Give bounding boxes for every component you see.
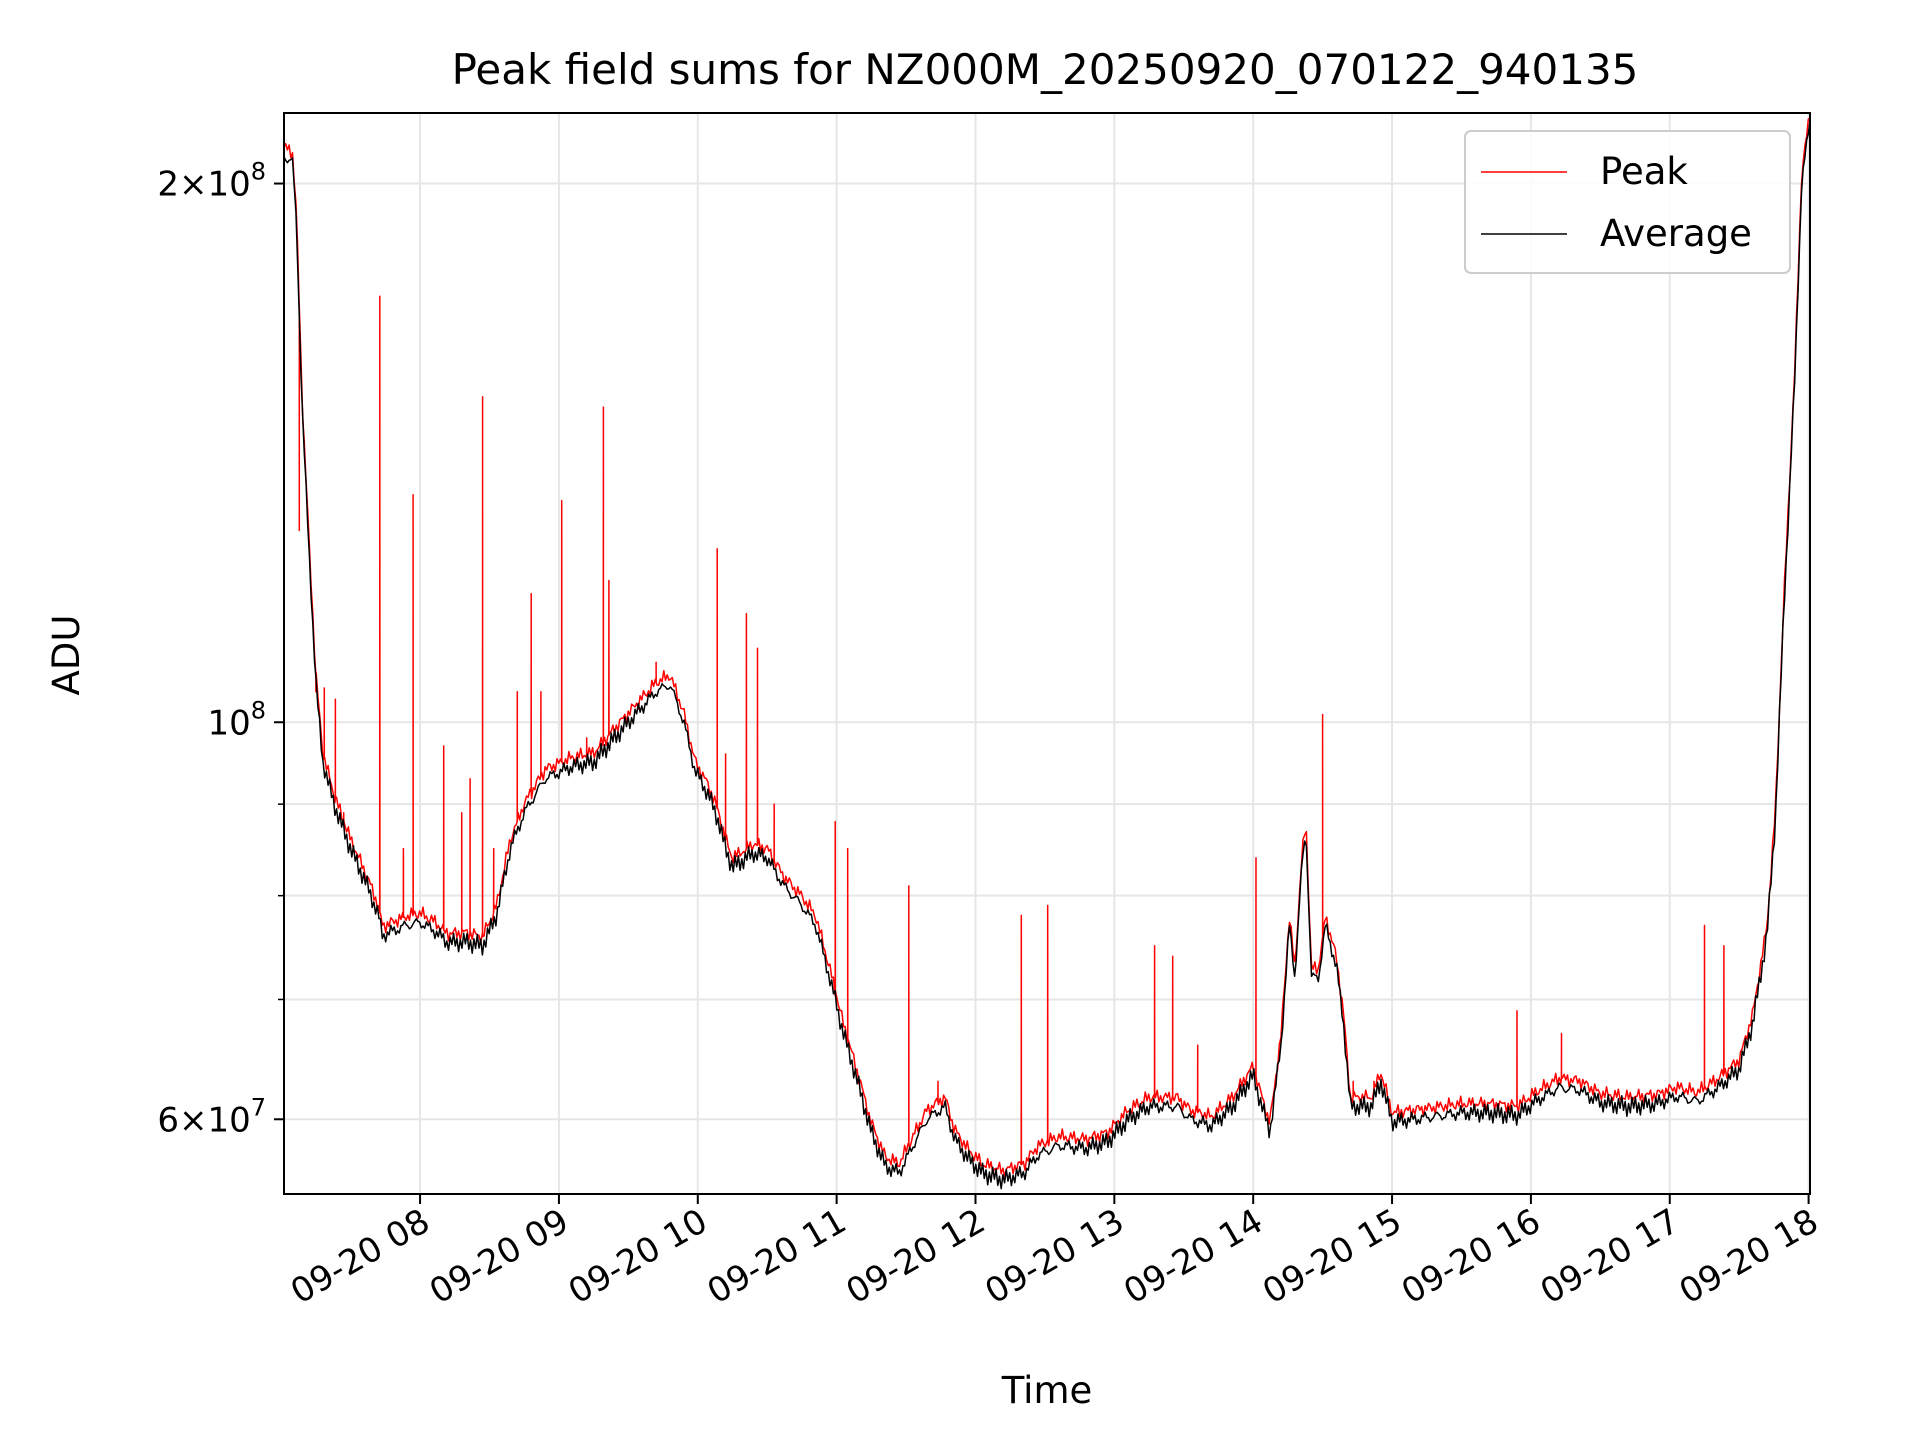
series-line-average [283, 120, 1811, 1190]
legend-label-peak: Peak [1600, 150, 1688, 193]
y-tick-label: 6×107 [157, 1093, 266, 1140]
x-axis-label: Time [1001, 1369, 1093, 1412]
y-axis-ticks: 6×107 108 2×108 [157, 158, 284, 1140]
series-line-peak [283, 117, 1811, 1178]
legend-label-average: Average [1600, 212, 1752, 255]
legend: Peak Average [1464, 130, 1791, 274]
y-axis-label: ADU [45, 615, 88, 696]
plot-series [283, 117, 1811, 1190]
chart-title: Peak field sums for NZ000M_20250920_0701… [452, 45, 1639, 94]
y-tick-label: 2×108 [157, 158, 266, 205]
y-tick-label: 108 [207, 696, 266, 743]
plot-frame [283, 112, 1811, 1195]
legend-box [1464, 130, 1791, 274]
